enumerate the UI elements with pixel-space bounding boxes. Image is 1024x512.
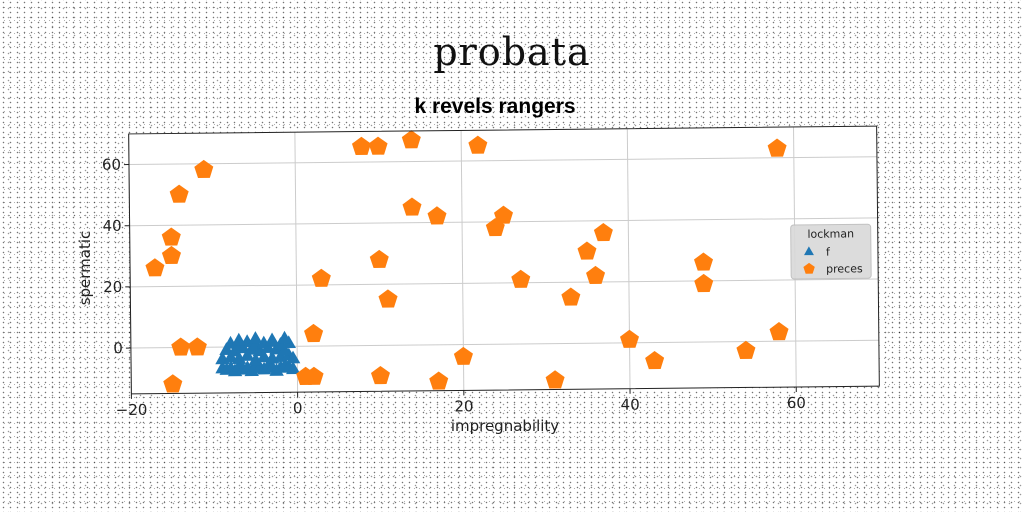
data-point-f	[264, 332, 280, 346]
data-point-preces	[145, 258, 165, 277]
y-tick-label: 0	[113, 339, 123, 357]
y-axis-label: spermatic	[76, 231, 94, 306]
legend-label-f: f	[826, 246, 831, 259]
plot-frame	[128, 125, 880, 395]
data-point-preces	[694, 273, 714, 293]
x-axis-label: impregnability	[451, 417, 559, 435]
chart-title: k revels rangers	[414, 95, 575, 118]
data-point-preces	[645, 350, 665, 370]
data-point-preces	[620, 329, 640, 348]
data-point-f	[285, 350, 301, 364]
legend-title: lockman	[807, 227, 854, 240]
data-point-preces	[370, 366, 390, 385]
data-point-preces	[577, 241, 597, 260]
data-point-preces	[453, 346, 473, 365]
x-tick-label: −20	[116, 401, 148, 419]
data-point-preces	[511, 269, 531, 288]
grid-line-y	[130, 278, 879, 288]
data-point-preces	[402, 197, 422, 216]
data-point-f	[248, 331, 263, 344]
data-point-preces	[593, 222, 613, 242]
data-point-preces	[767, 138, 787, 157]
data-point-preces	[429, 371, 449, 390]
data-point-preces	[194, 159, 214, 179]
axis-ticks: −20 0 20 40 60 0 20 40 60	[102, 156, 806, 419]
data-point-preces	[187, 337, 207, 356]
data-point-preces	[161, 245, 182, 264]
data-point-preces	[427, 206, 447, 225]
data-point-preces	[163, 374, 183, 393]
data-point-preces	[311, 268, 331, 287]
data-point-preces	[769, 322, 789, 341]
y-tick-label: 60	[102, 156, 121, 174]
x-tick-label: 60	[787, 394, 806, 412]
legend: lockman f preces	[790, 223, 872, 280]
x-tick-label: 20	[454, 397, 473, 415]
data-point-preces	[545, 370, 565, 389]
data-point-preces	[485, 217, 505, 237]
data-point-preces	[694, 252, 714, 271]
data-point-preces	[369, 249, 389, 268]
data-layer	[145, 130, 789, 393]
data-point-preces	[561, 287, 581, 306]
legend-marker-preces	[803, 262, 815, 274]
data-point-preces	[169, 184, 189, 203]
data-point-preces	[368, 136, 388, 155]
data-point-preces	[586, 265, 606, 285]
data-point-f	[231, 332, 247, 346]
data-point-preces	[468, 135, 488, 154]
data-point-preces	[161, 227, 181, 246]
data-point-preces	[401, 130, 421, 149]
grid-line-y	[128, 156, 877, 166]
grid-line-x	[294, 132, 299, 393]
figure-suptitle: probata	[433, 30, 591, 74]
data-point-f	[277, 330, 292, 344]
data-point-preces	[736, 340, 756, 359]
x-tick-label: 0	[293, 399, 303, 417]
y-tick-label: 20	[103, 278, 122, 296]
data-point-preces	[494, 205, 514, 224]
data-point-f	[286, 361, 301, 375]
grid	[128, 126, 879, 394]
legend-label-preces: preces	[826, 262, 863, 275]
data-point-preces	[351, 136, 371, 155]
data-point-preces	[296, 366, 316, 385]
data-point-preces	[378, 289, 398, 308]
data-point-preces	[171, 337, 191, 356]
legend-marker-f	[804, 246, 814, 256]
data-point-preces	[304, 323, 324, 343]
y-tick-label: 40	[102, 217, 121, 235]
x-tick-label: 40	[621, 396, 640, 414]
plot-area	[128, 126, 880, 394]
